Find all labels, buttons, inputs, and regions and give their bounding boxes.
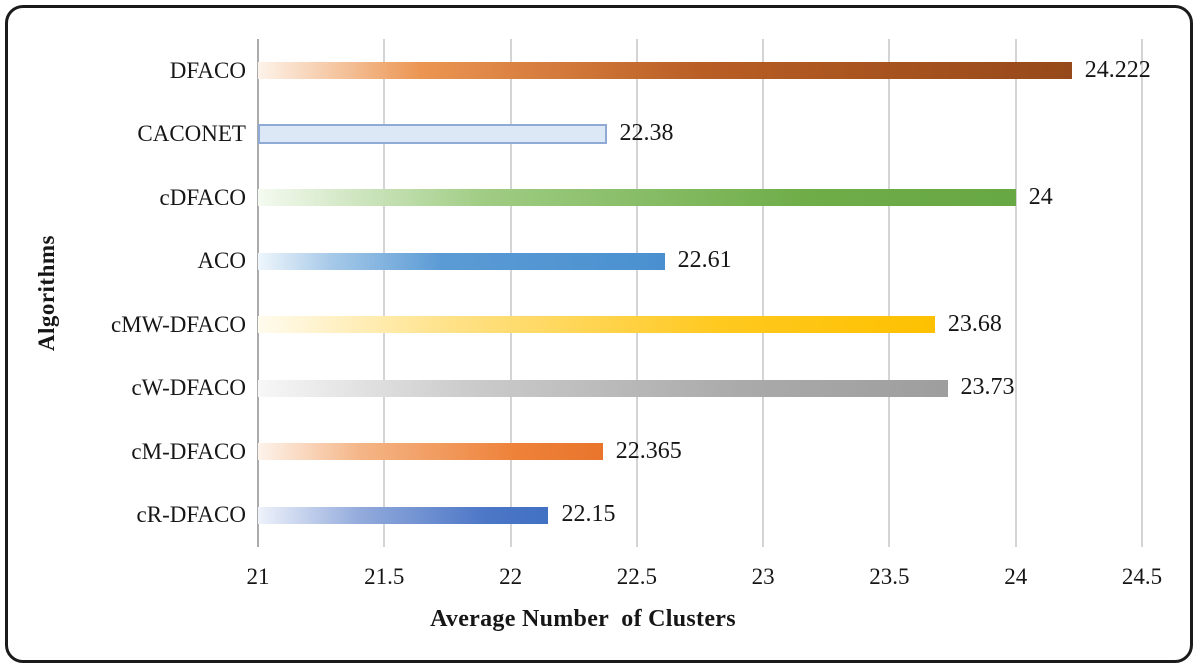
category-label-caconet: CACONET <box>137 121 246 147</box>
value-label-cdfaco: 24 <box>1028 183 1053 210</box>
bar-row-cr-dfaco: 22.15 <box>258 484 1142 548</box>
value-label-cm-dfaco: 22.365 <box>615 437 682 464</box>
x-axis-title-wrap: Average Number of Clusters <box>258 606 908 633</box>
x-axis-title: Average Number of Clusters <box>430 606 736 632</box>
x-tick-label-24-5: 24.5 <box>1121 564 1163 589</box>
value-label-cr-dfaco: 22.15 <box>561 501 616 528</box>
x-tick-label-23: 23 <box>751 564 775 589</box>
bar-cmw-dfaco <box>258 316 935 334</box>
bar-row-cw-dfaco: 23.73 <box>258 357 1142 421</box>
gridline <box>509 39 512 547</box>
value-label-cmw-dfaco: 23.68 <box>947 310 1002 337</box>
category-label-aco: ACO <box>197 248 246 274</box>
bar-aco <box>258 252 665 270</box>
category-axis-labels: DFACO CACONET cDFACO ACO cMW-DFACO cW-DFACO cM… <box>8 39 246 547</box>
bar-dfaco <box>258 62 1072 80</box>
gridline <box>383 39 386 547</box>
bar-row-caconet: 22.38 <box>258 103 1142 167</box>
x-tick-label-21-5: 21.5 <box>364 564 405 589</box>
category-label-cm-dfaco: cM-DFACO <box>131 438 246 464</box>
gridline <box>762 39 765 547</box>
gridline <box>635 39 638 547</box>
bar-cdfaco <box>258 189 1016 207</box>
bar-caconet <box>258 124 607 145</box>
x-tick-label-22-5: 22.5 <box>616 564 657 589</box>
bar-row-cmw-dfaco: 23.68 <box>258 293 1142 357</box>
category-label-cr-dfaco: cR-DFACO <box>136 502 246 528</box>
bar-row-cm-dfaco: 22.365 <box>258 420 1142 484</box>
gridline <box>1014 39 1017 547</box>
x-tick-label-21: 21 <box>246 564 270 589</box>
gridlines-layer <box>257 39 1143 547</box>
chart-frame: Algorithms DFACO CACONET cDFACO ACO cMW-DFAC… <box>5 5 1193 663</box>
x-axis-tick-labels: 21 21.5 22 22.5 23 23.5 24 24.5 <box>247 564 1163 596</box>
value-label-dfaco: 24.222 <box>1084 56 1151 83</box>
bar-row-cdfaco: 24 <box>258 166 1142 230</box>
x-tick-label-24: 24 <box>1004 564 1028 589</box>
x-tick-label-23-5: 23.5 <box>869 564 910 589</box>
gridline <box>1141 39 1143 547</box>
gridline <box>888 39 891 547</box>
bars-layer: 24.222 22.38 24 22.61 23.68 23.73 22.365 22.15 <box>258 39 1151 548</box>
value-label-caconet: 22.38 <box>619 120 674 147</box>
value-label-aco: 22.61 <box>677 247 732 274</box>
bar-cw-dfaco <box>258 379 948 397</box>
bar-row-aco: 22.61 <box>258 230 1142 294</box>
category-label-cmw-dfaco: cMW-DFACO <box>110 311 246 337</box>
plot-area: 24.222 22.38 24 22.61 23.68 23.73 22.365 22.15 <box>257 39 1151 548</box>
bar-cr-dfaco <box>258 506 549 524</box>
category-label-cdfaco: cDFACO <box>159 184 246 210</box>
x-tick-label-22: 22 <box>499 564 523 589</box>
x-axis-line <box>257 39 259 547</box>
bar-cm-dfaco <box>258 443 603 461</box>
category-label-cw-dfaco: cW-DFACO <box>131 375 246 401</box>
bar-row-dfaco: 24.222 <box>258 39 1151 103</box>
category-label-dfaco: DFACO <box>169 57 246 83</box>
value-label-cw-dfaco: 23.73 <box>960 374 1015 401</box>
